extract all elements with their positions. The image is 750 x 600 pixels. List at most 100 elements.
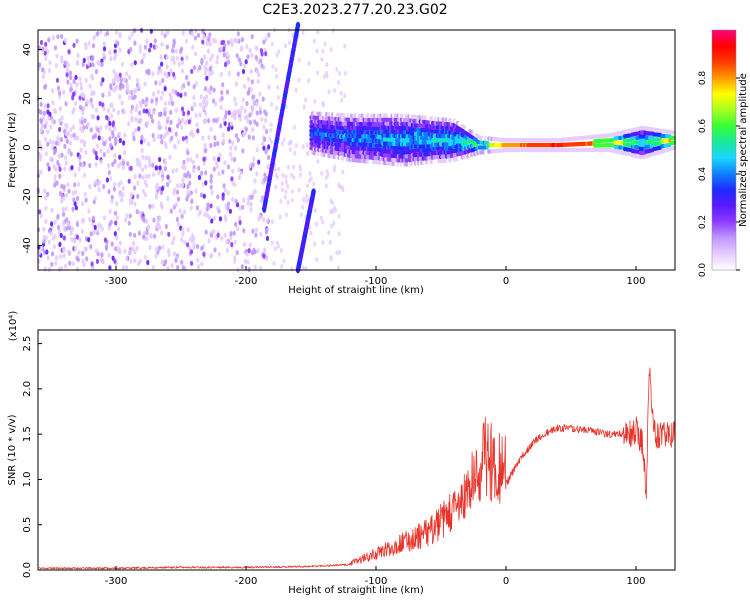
spectrogram-cell bbox=[220, 95, 224, 101]
spectrogram-cell bbox=[327, 89, 331, 95]
spectrogram-cell bbox=[131, 131, 135, 137]
spectrogram-cell bbox=[129, 109, 133, 115]
spectrogram-cell bbox=[46, 49, 50, 55]
spectrogram-cell bbox=[52, 244, 57, 250]
spectrogram-cell bbox=[274, 184, 278, 190]
spectrogram-cell bbox=[205, 94, 209, 100]
spectrogram-cell bbox=[38, 62, 42, 68]
spectrogram-cell bbox=[95, 258, 99, 264]
spectrogram-cell bbox=[229, 121, 234, 127]
spectrogram-cell bbox=[123, 248, 127, 254]
spectrogram-cell bbox=[161, 244, 165, 250]
spectrogram-cell bbox=[270, 41, 274, 47]
spectrogram-cell bbox=[200, 261, 204, 267]
spectrogram-cell bbox=[105, 177, 109, 183]
spectrogram-cell bbox=[53, 174, 57, 180]
spectrogram-cell bbox=[344, 71, 347, 76]
spectrogram-cell bbox=[75, 82, 79, 88]
spectrogram-cell bbox=[145, 108, 149, 114]
spectrogram-cell bbox=[301, 265, 305, 271]
spectrogram-cell bbox=[243, 258, 247, 264]
spectrogram-cell bbox=[160, 186, 164, 192]
spectrogram-cell bbox=[301, 144, 305, 150]
spectrogram-cell bbox=[172, 235, 176, 242]
spectrogram-cell bbox=[114, 29, 118, 35]
spectrogram-cell bbox=[54, 260, 58, 266]
spectrogram-cell bbox=[151, 162, 155, 168]
spectrogram-cell bbox=[118, 72, 122, 78]
spectrogram-cell bbox=[221, 195, 225, 201]
spectrogram-cell bbox=[248, 163, 252, 169]
spectrogram-cell bbox=[136, 193, 140, 199]
spectrogram-cell bbox=[307, 78, 311, 84]
spectrogram-cell bbox=[275, 52, 279, 58]
spectrogram-cell bbox=[214, 118, 218, 124]
spectrogram-cell bbox=[250, 79, 254, 85]
spectrogram-cell bbox=[189, 205, 193, 211]
spectrogram-cell bbox=[313, 208, 317, 214]
spectrogram-cell bbox=[324, 175, 328, 181]
spectrogram-cell bbox=[258, 109, 262, 115]
spectrogram-cell bbox=[313, 99, 317, 104]
spectrogram-cell bbox=[319, 215, 323, 221]
spectrogram-cell bbox=[154, 253, 158, 259]
spectrogram-cell bbox=[297, 57, 301, 63]
spectrogram-y-tick-label: 0 bbox=[22, 144, 33, 150]
spectrogram-cell bbox=[275, 105, 279, 111]
spectrogram-cell bbox=[280, 187, 284, 193]
spectrogram-cell bbox=[141, 234, 146, 240]
spectrogram-cell bbox=[279, 198, 283, 204]
spectrogram-cell bbox=[133, 174, 137, 180]
spectrogram-cell bbox=[119, 81, 123, 87]
spectrogram-cell bbox=[201, 135, 205, 141]
spectrogram-cell bbox=[91, 43, 96, 49]
spectrogram-cell bbox=[220, 235, 224, 242]
spectrogram-cell bbox=[62, 246, 66, 252]
spectrogram-cell bbox=[78, 161, 83, 167]
spectrogram-cell bbox=[217, 251, 221, 257]
spectrogram-cell bbox=[152, 136, 156, 143]
spectrogram-cell bbox=[259, 58, 263, 64]
spectrogram-cell bbox=[141, 154, 145, 160]
spectrogram-cell bbox=[180, 124, 184, 130]
spectrogram-cell bbox=[166, 196, 170, 202]
spectrogram-cell bbox=[290, 172, 294, 178]
spectrogram-y-tick-label: 20 bbox=[22, 92, 33, 105]
spectrogram-cell bbox=[98, 100, 102, 107]
spectrogram-cell bbox=[139, 102, 143, 108]
spectrogram-cell bbox=[118, 33, 122, 39]
spectrogram-cell bbox=[253, 188, 257, 194]
spectrogram-cell bbox=[143, 254, 147, 260]
spectrogram-cell bbox=[114, 136, 118, 142]
spectrogram-cell bbox=[80, 228, 84, 234]
spectrogram-cell bbox=[58, 90, 62, 96]
spectrogram-cell bbox=[143, 137, 147, 144]
spectrogram-cell bbox=[42, 226, 46, 232]
spectrogram-cell bbox=[93, 133, 98, 139]
spectrogram-cell bbox=[264, 255, 269, 261]
spectrogram-cell bbox=[188, 180, 192, 186]
spectrogram-cell bbox=[206, 202, 210, 208]
spectrogram-cell bbox=[294, 87, 298, 93]
spectrogram-cell bbox=[106, 107, 110, 113]
spectrogram-cell bbox=[212, 87, 216, 93]
spectrogram-cell bbox=[125, 85, 129, 91]
spectrogram-cell bbox=[329, 198, 333, 204]
spectrogram-cell bbox=[58, 190, 63, 197]
spectrogram-cell bbox=[201, 181, 205, 187]
spectrogram-cell bbox=[81, 218, 85, 224]
spectrogram-cell bbox=[147, 173, 151, 179]
spectrogram-cell bbox=[171, 43, 176, 49]
spectrogram-cell bbox=[322, 74, 326, 79]
spectrogram-cell bbox=[96, 115, 100, 121]
spectrogram-cell bbox=[163, 86, 167, 92]
spectrogram-cell bbox=[147, 224, 151, 230]
spectrogram-cell bbox=[138, 44, 142, 50]
spectrogram-cell bbox=[88, 83, 92, 89]
spectrogram-cell bbox=[335, 250, 339, 256]
spectrogram-cell bbox=[234, 81, 238, 87]
spectrogram-cell bbox=[242, 241, 247, 247]
spectrogram-cell bbox=[96, 30, 100, 37]
spectrogram-cell bbox=[208, 32, 212, 38]
spectrogram-cell bbox=[101, 259, 105, 265]
